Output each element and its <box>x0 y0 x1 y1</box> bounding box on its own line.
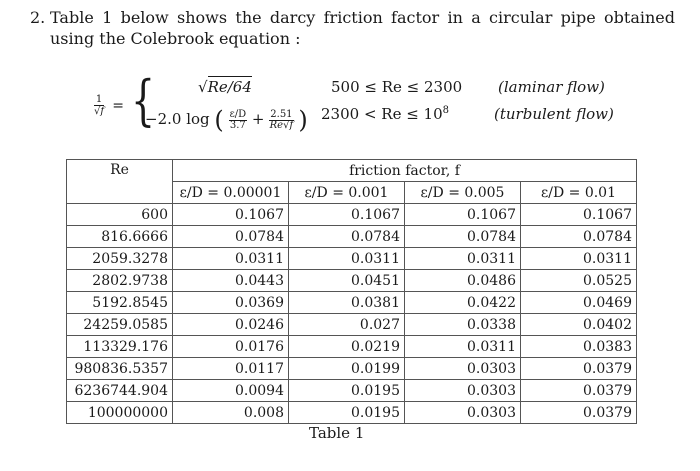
re-cell: 113329.176 <box>66 335 173 358</box>
lhs-numerator: 1 <box>94 94 105 106</box>
friction-cell: 0.0369 <box>172 291 289 314</box>
friction-cell: 0.1067 <box>404 203 521 226</box>
friction-cell: 0.008 <box>172 401 289 424</box>
friction-cell: 0.0176 <box>172 335 289 358</box>
table-row: 2802.9738 0.0443 0.0451 0.0486 0.0525 <box>66 269 637 292</box>
friction-cell: 0.0379 <box>520 401 637 424</box>
re-cell: 980836.5357 <box>66 357 173 380</box>
table-caption: Table 1 <box>309 424 365 442</box>
table-row: 100000000 0.008 0.0195 0.0303 0.0379 <box>66 401 637 424</box>
subheader-ed-0: ε/D = 0.00001 <box>172 181 289 204</box>
reynolds-fraction: 2.51 Re√f <box>269 108 294 131</box>
friction-cell: 0.0486 <box>404 269 521 292</box>
friction-cell: 0.0219 <box>288 335 405 358</box>
laminar-label: (laminar flow) <box>498 78 605 96</box>
turbulent-condition: 2300 < Re ≤ 108 <box>321 105 450 123</box>
re-cell: 2802.9738 <box>66 269 173 292</box>
friction-cell: 0.0311 <box>404 247 521 270</box>
table-row: 113329.176 0.0176 0.0219 0.0311 0.0383 <box>66 335 637 358</box>
friction-cell: 0.0303 <box>404 379 521 402</box>
friction-cell: 0.0379 <box>520 357 637 380</box>
re-cell: 6236744.904 <box>66 379 173 402</box>
re-cell: 600 <box>66 203 173 226</box>
friction-cell: 0.0094 <box>172 379 289 402</box>
friction-cell: 0.0784 <box>172 225 289 248</box>
laminar-condition: 500 ≤ Re ≤ 2300 <box>331 78 463 96</box>
friction-cell: 0.0784 <box>404 225 521 248</box>
close-paren: ) <box>298 106 308 134</box>
subheader-ed-1: ε/D = 0.001 <box>288 181 405 204</box>
friction-cell: 0.027 <box>288 313 405 336</box>
friction-cell: 0.0525 <box>520 269 637 292</box>
friction-cell: 0.1067 <box>288 203 405 226</box>
friction-cell: 0.0383 <box>520 335 637 358</box>
friction-cell: 0.0311 <box>520 247 637 270</box>
friction-cell: 0.0311 <box>172 247 289 270</box>
turbulent-prefix: −2.0 log <box>145 110 210 128</box>
equals-sign: = <box>112 97 124 114</box>
piecewise-brace: { <box>131 69 156 132</box>
table-row: 24259.0585 0.0246 0.027 0.0338 0.0402 <box>66 313 637 336</box>
friction-cell: 0.1067 <box>520 203 637 226</box>
re-cell: 24259.0585 <box>66 313 173 336</box>
friction-cell: 0.0422 <box>404 291 521 314</box>
friction-factor-table: Re friction factor, f ε/D = 0.00001 ε/D … <box>66 159 637 424</box>
subheader-ed-3: ε/D = 0.01 <box>520 181 637 204</box>
sqrt-symbol: √ <box>198 78 208 96</box>
friction-cell: 0.0303 <box>404 401 521 424</box>
reynolds-numerator: 2.51 <box>269 108 294 121</box>
roughness-numerator: ε/D <box>228 108 248 121</box>
roughness-denominator: 3.7 <box>229 119 246 131</box>
re-cell: 2059.3278 <box>66 247 173 270</box>
friction-cell: 0.1067 <box>172 203 289 226</box>
friction-cell: 0.0195 <box>288 379 405 402</box>
friction-cell: 0.0469 <box>520 291 637 314</box>
roughness-fraction: ε/D 3.7 <box>228 108 248 131</box>
problem-text: Table 1 below shows the darcy friction f… <box>50 8 675 48</box>
colebrook-equation: 1 √f = { √Re/64 −2.0 log ( ε/D 3.7 + 2.5… <box>94 69 654 136</box>
lhs-denominator: √f <box>94 106 105 117</box>
friction-cell: 0.0195 <box>288 401 405 424</box>
friction-cell: 0.0451 <box>288 269 405 292</box>
turbulent-expression: −2.0 log ( ε/D 3.7 + 2.51 Re√f ) <box>145 106 308 134</box>
lhs-fraction: 1 √f <box>94 94 105 117</box>
plus-sign: + <box>251 110 265 128</box>
table-row: 980836.5357 0.0117 0.0199 0.0303 0.0379 <box>66 357 637 380</box>
friction-cell: 0.0784 <box>288 225 405 248</box>
table-row: 6236744.904 0.0094 0.0195 0.0303 0.0379 <box>66 379 637 402</box>
equation-lhs: 1 √f = <box>94 94 124 117</box>
friction-cell: 0.0443 <box>172 269 289 292</box>
reynolds-denominator: Re√f <box>269 119 294 131</box>
header-re: Re <box>66 159 173 204</box>
friction-cell: 0.0303 <box>404 357 521 380</box>
friction-cell: 0.0117 <box>172 357 289 380</box>
table-row: 5192.8545 0.0369 0.0381 0.0422 0.0469 <box>66 291 637 314</box>
table-row: 816.6666 0.0784 0.0784 0.0784 0.0784 <box>66 225 637 248</box>
laminar-expression: √Re/64 <box>198 76 252 96</box>
turbulent-label: (turbulent flow) <box>494 105 614 123</box>
laminar-radicand: Re/64 <box>207 76 252 96</box>
friction-cell: 0.0311 <box>288 247 405 270</box>
table-row: 2059.3278 0.0311 0.0311 0.0311 0.0311 <box>66 247 637 270</box>
friction-cell: 0.0338 <box>404 313 521 336</box>
friction-cell: 0.0379 <box>520 379 637 402</box>
re-cell: 5192.8545 <box>66 291 173 314</box>
subheader-ed-2: ε/D = 0.005 <box>404 181 521 204</box>
friction-cell: 0.0381 <box>288 291 405 314</box>
problem-number: 2. <box>30 8 46 27</box>
friction-cell: 0.0246 <box>172 313 289 336</box>
re-cell: 100000000 <box>66 401 173 424</box>
header-friction-factor: friction factor, f <box>172 159 637 182</box>
open-paren: ( <box>214 106 224 134</box>
friction-cell: 0.0402 <box>520 313 637 336</box>
table-row: 600 0.1067 0.1067 0.1067 0.1067 <box>66 203 637 226</box>
re-cell: 816.6666 <box>66 225 173 248</box>
friction-cell: 0.0311 <box>404 335 521 358</box>
friction-cell: 0.0784 <box>520 225 637 248</box>
friction-cell: 0.0199 <box>288 357 405 380</box>
